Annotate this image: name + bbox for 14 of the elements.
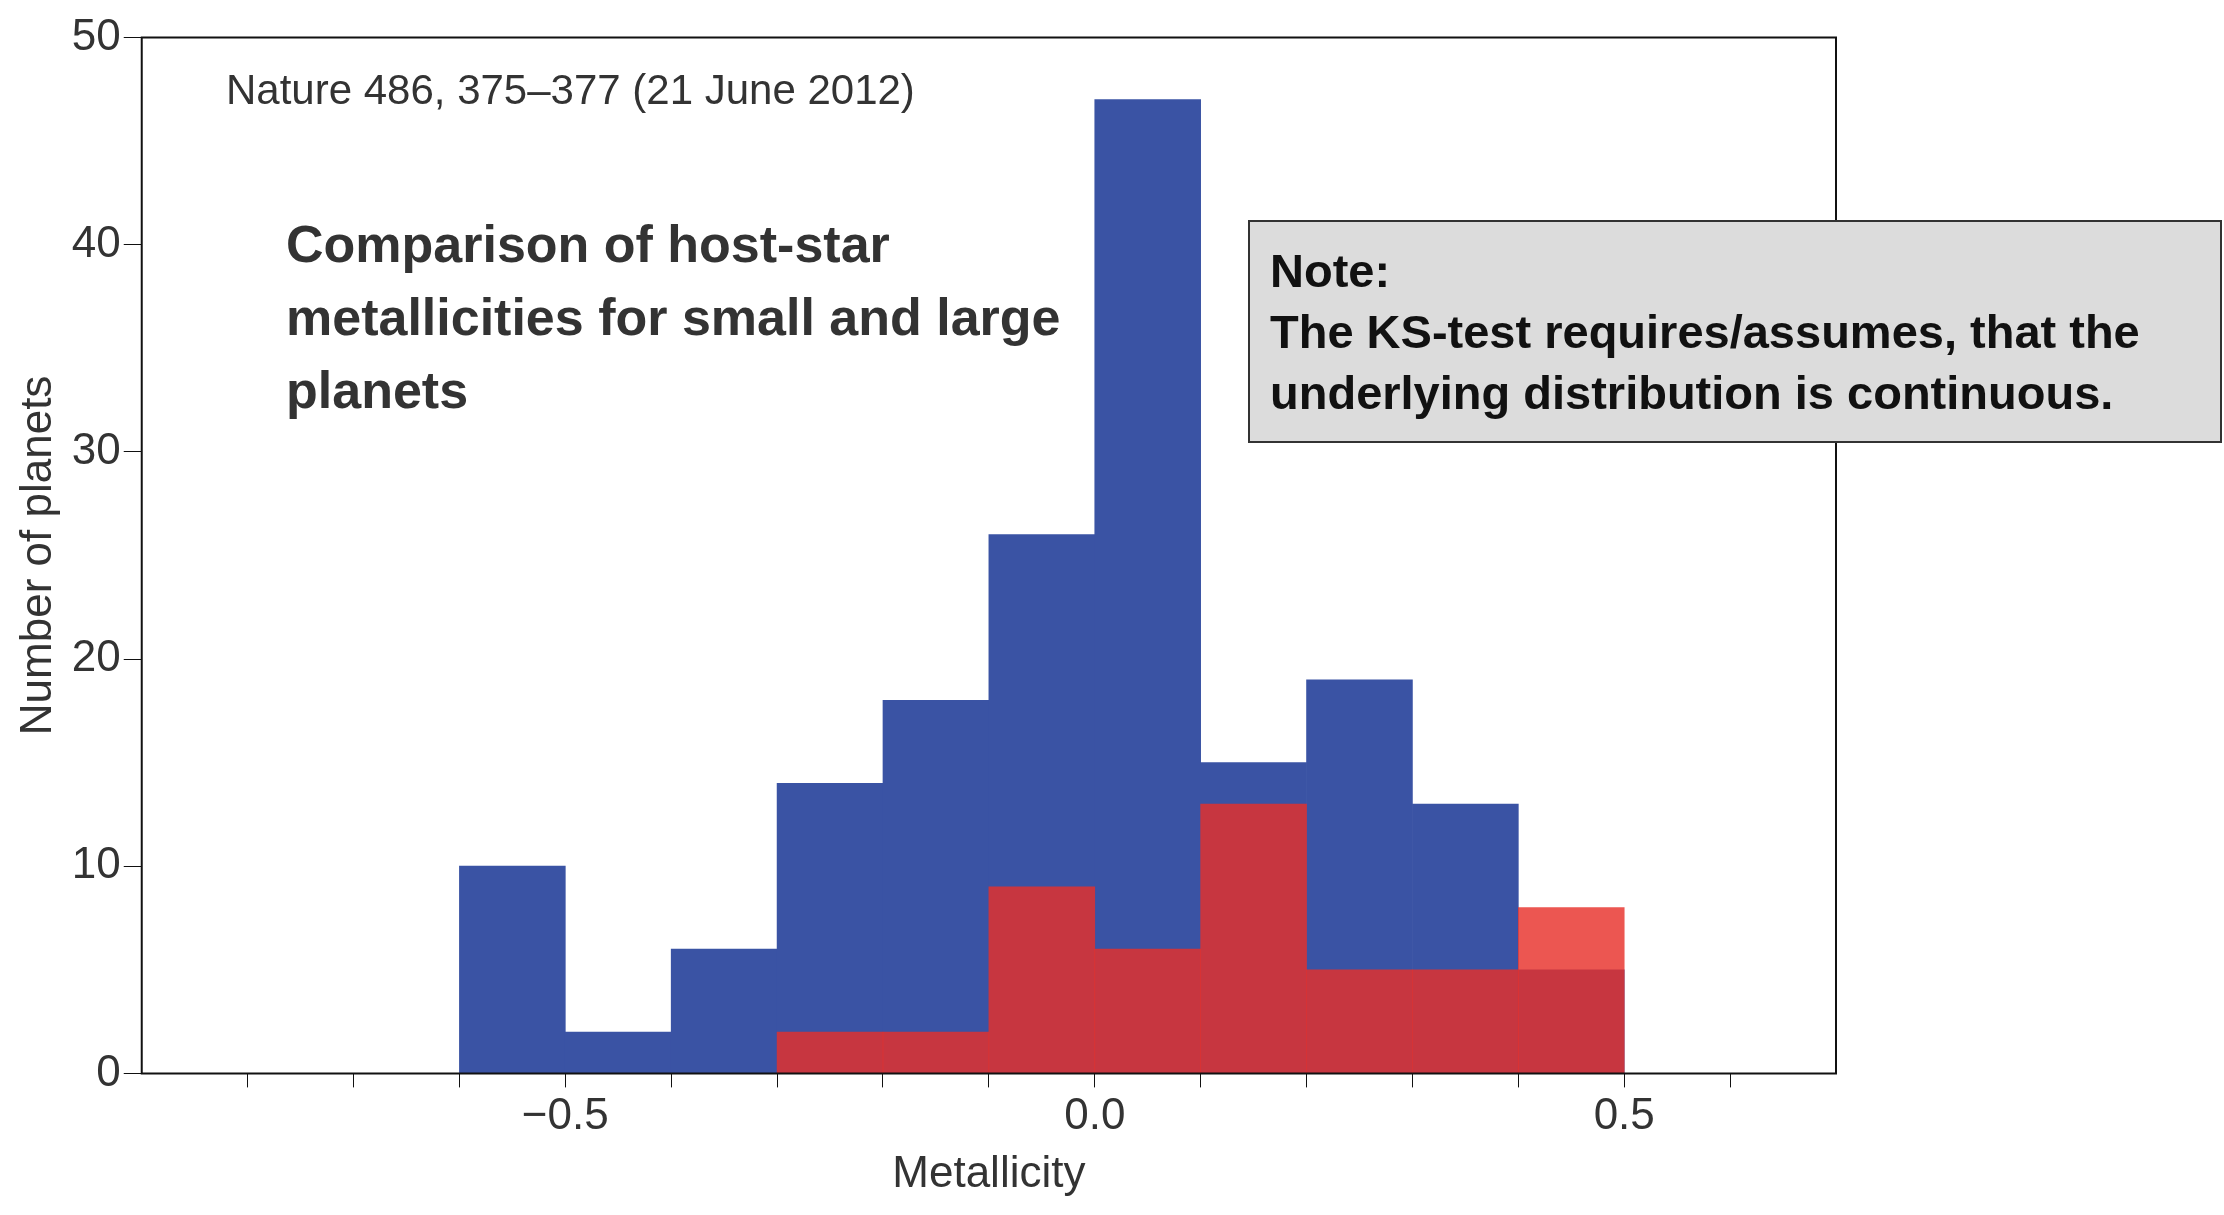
text: Comparison of host-star metallicities for small and large planets <box>286 214 1062 421</box>
y-axis-title: Number of planets <box>10 375 60 736</box>
y-tick-label: 20 <box>71 631 121 681</box>
annotation: Nature 486, 375–377 (21 June 2012) <box>226 66 915 114</box>
x-axis-title: Metallicity <box>892 1146 1086 1196</box>
y-tick-label: 40 <box>71 216 121 266</box>
x-tick-label: 0.0 <box>1064 1088 1126 1138</box>
y-tick-label: 30 <box>71 423 121 473</box>
annotation: Note: The KS-test requires/assumes, that the underlying distribution is continuous. <box>1248 220 2222 444</box>
x-tick-label: 0.5 <box>1593 1088 1655 1138</box>
y-tick-label: 10 <box>71 838 121 888</box>
y-tick-label: 0 <box>96 1045 121 1095</box>
y-tick-label: 50 <box>71 9 121 59</box>
x-tick-label: −0.5 <box>521 1088 609 1138</box>
